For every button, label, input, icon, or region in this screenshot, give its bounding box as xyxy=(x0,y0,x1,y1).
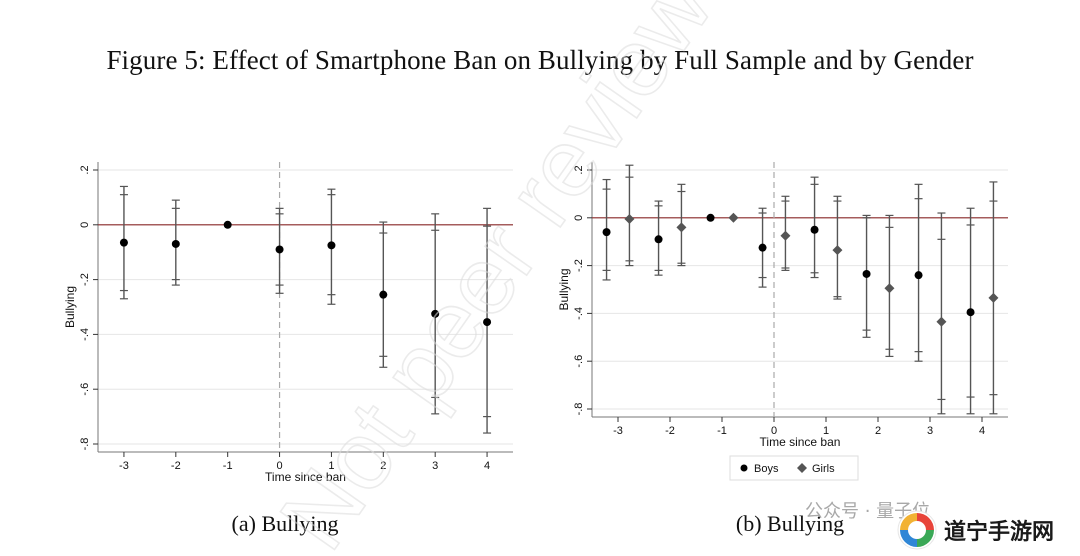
y-tick-label: -.8 xyxy=(79,438,91,451)
chart-b-svg: .2 0 -.2 -.4 -.6 -.8 -3 -2 -1 0 1 2 3 4 Time since ban… xyxy=(557,162,1008,481)
legend-marker xyxy=(740,464,748,472)
y-tick-label: .2 xyxy=(573,165,585,174)
legend-box xyxy=(729,455,859,481)
y-tick-label: -.6 xyxy=(79,383,91,396)
x-tick-label: -3 xyxy=(119,460,129,472)
data-point xyxy=(171,239,180,248)
data-point xyxy=(379,290,388,299)
data-point xyxy=(327,241,336,250)
data-point xyxy=(780,230,791,241)
data-point xyxy=(654,235,663,244)
x-tick-label: 4 xyxy=(484,460,490,472)
caption-a: (a) Bullying xyxy=(231,511,339,536)
chart-panel-a: .2 0 -.2 -.4 -.6 -.8 -3 -2 -1 0 1 2 3 4 Time since ban… xyxy=(58,150,528,495)
data-point xyxy=(884,283,895,294)
legend-label: Boys xyxy=(754,463,779,475)
x-tick-label: -1 xyxy=(223,460,233,472)
x-tick-label: 3 xyxy=(432,460,438,472)
y-axis-title: Bullying xyxy=(557,268,571,310)
y-tick-label: 0 xyxy=(573,215,585,221)
brand-badge: 道宁手游网 xyxy=(896,508,1076,552)
x-tick-label: 2 xyxy=(875,425,881,437)
caption-b: (b) Bullying xyxy=(735,511,845,536)
data-point xyxy=(624,213,635,224)
data-point xyxy=(936,316,947,327)
x-axis-title: Time since ban xyxy=(265,470,346,484)
data-point xyxy=(914,271,923,280)
x-tick-label: 3 xyxy=(927,425,933,437)
social-mark: 公众号 · 量子位 xyxy=(805,501,931,522)
data-point xyxy=(431,309,440,318)
legend-label: Girls xyxy=(812,463,835,475)
x-tick-label: 0 xyxy=(771,425,777,437)
y-tick-label: -.2 xyxy=(79,273,91,286)
y-tick-label: .2 xyxy=(79,165,91,174)
x-tick-label: -1 xyxy=(717,425,727,437)
chart-a-svg: .2 0 -.2 -.4 -.6 -.8 -3 -2 -1 0 1 2 3 4 Time since ban… xyxy=(63,162,513,484)
x-tick-label: 1 xyxy=(328,460,334,472)
data-point xyxy=(706,213,715,222)
x-tick-label: -3 xyxy=(613,425,623,437)
chart-panel-b: .2 0 -.2 -.4 -.6 -.8 -3 -2 -1 0 1 2 3 4 Time since ban… xyxy=(550,150,1030,495)
data-point xyxy=(758,243,767,252)
y-tick-label: 0 xyxy=(79,222,91,228)
data-point xyxy=(676,222,687,233)
x-tick-label: 0 xyxy=(277,460,283,472)
y-tick-label: -.4 xyxy=(79,328,91,341)
data-point xyxy=(810,225,819,234)
data-point xyxy=(728,212,739,223)
figure-title: Figure 5: Effect of Smartphone Ban on Bu… xyxy=(106,45,974,75)
y-axis-title: Bullying xyxy=(63,286,77,328)
data-point xyxy=(223,220,232,229)
y-tick-label: -.6 xyxy=(573,355,585,368)
data-point xyxy=(602,228,611,237)
legend-marker xyxy=(797,463,807,473)
data-point xyxy=(483,318,492,327)
data-point xyxy=(966,308,975,317)
data-point xyxy=(275,245,284,254)
swirl-logo-icon xyxy=(897,510,937,550)
x-tick-label: 1 xyxy=(823,425,829,437)
y-tick-label: -.4 xyxy=(573,307,585,320)
data-point xyxy=(988,292,999,303)
x-tick-label: 2 xyxy=(380,460,386,472)
x-axis-title: Time since ban xyxy=(760,435,841,449)
data-point xyxy=(862,269,871,278)
x-tick-label: -2 xyxy=(665,425,675,437)
data-point xyxy=(119,238,128,247)
y-tick-label: -.2 xyxy=(573,259,585,272)
y-tick-label: -.8 xyxy=(573,403,585,416)
x-tick-label: 4 xyxy=(979,425,985,437)
data-point xyxy=(832,245,843,256)
x-tick-label: -2 xyxy=(171,460,181,472)
brand-name: 道宁手游网 xyxy=(944,520,1055,545)
